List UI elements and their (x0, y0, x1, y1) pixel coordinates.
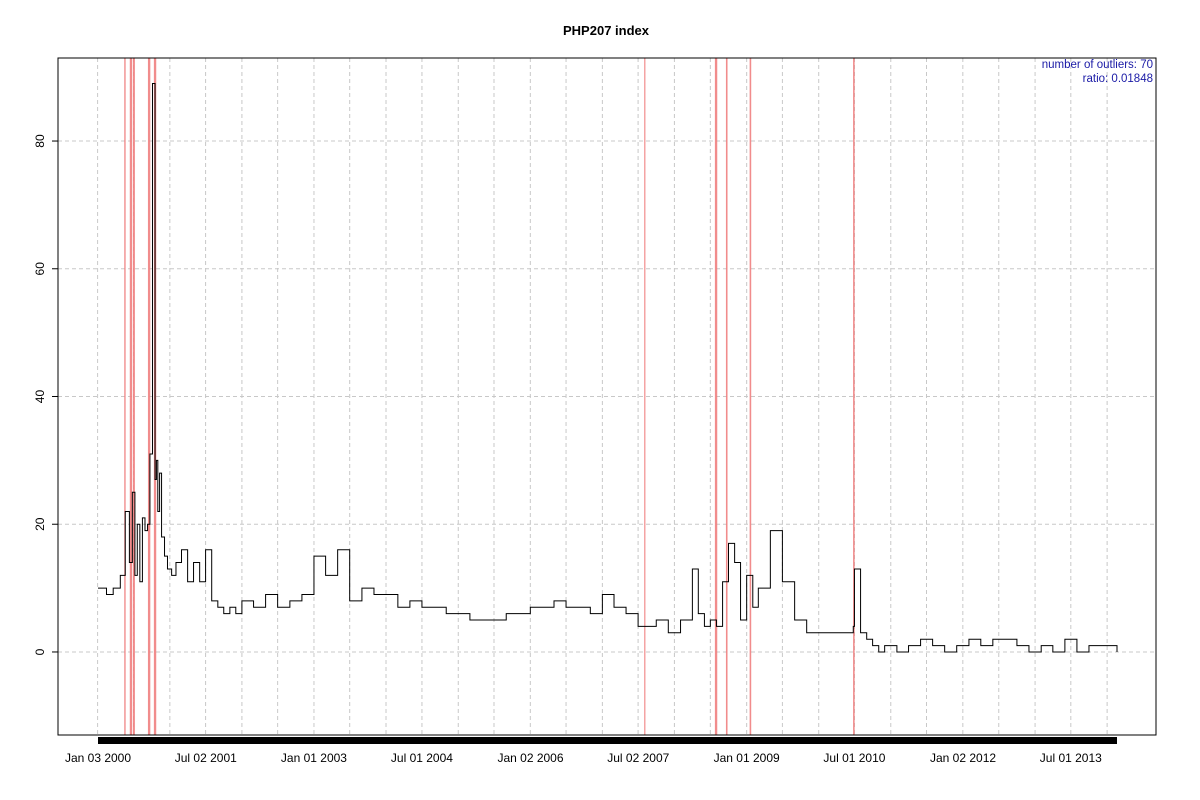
chart-title: PHP207 index (563, 23, 650, 38)
axes: 0 20 40 60 80 Jan 03 2000 Jul 02 2001 Jan 01 20… (33, 134, 1117, 765)
x-tick-label: Jan 01 2003 (281, 751, 347, 765)
x-tick-label: Jul 02 2001 (175, 751, 237, 765)
x-tick-label: Jul 01 2004 (391, 751, 453, 765)
outlier-band (725, 58, 728, 735)
outlier-band (132, 58, 135, 735)
x-tick-label: Jan 01 2009 (714, 751, 780, 765)
annotation-ratio: ratio: 0.01848 (1083, 73, 1153, 85)
y-tick-label: 80 (33, 134, 47, 148)
outlier-band (644, 58, 646, 735)
y-tick-label: 40 (33, 390, 47, 404)
outlier-band (714, 58, 718, 735)
outlier-band (853, 58, 855, 735)
series-line (98, 83, 1118, 653)
x-axis-rug (98, 737, 1117, 744)
x-tick-label: Jul 02 2007 (607, 751, 669, 765)
outlier-band (124, 58, 126, 735)
series-path (98, 83, 1118, 653)
x-tick-label: Jan 03 2000 (65, 751, 131, 765)
x-tick-label: Jul 01 2013 (1040, 751, 1102, 765)
y-tick-label: 20 (33, 517, 47, 531)
outlier-band (749, 58, 752, 735)
y-tick-label: 60 (33, 262, 47, 276)
x-tick-label: Jan 02 2006 (497, 751, 563, 765)
outlier-band (147, 58, 151, 735)
x-tick-label: Jul 01 2010 (823, 751, 885, 765)
y-tick-label: 0 (33, 648, 47, 655)
x-tick-label: Jan 02 2012 (930, 751, 996, 765)
outlier-band (129, 58, 133, 735)
grid (58, 58, 1156, 735)
annotation-outliers: number of outliers: 70 (1042, 59, 1153, 71)
